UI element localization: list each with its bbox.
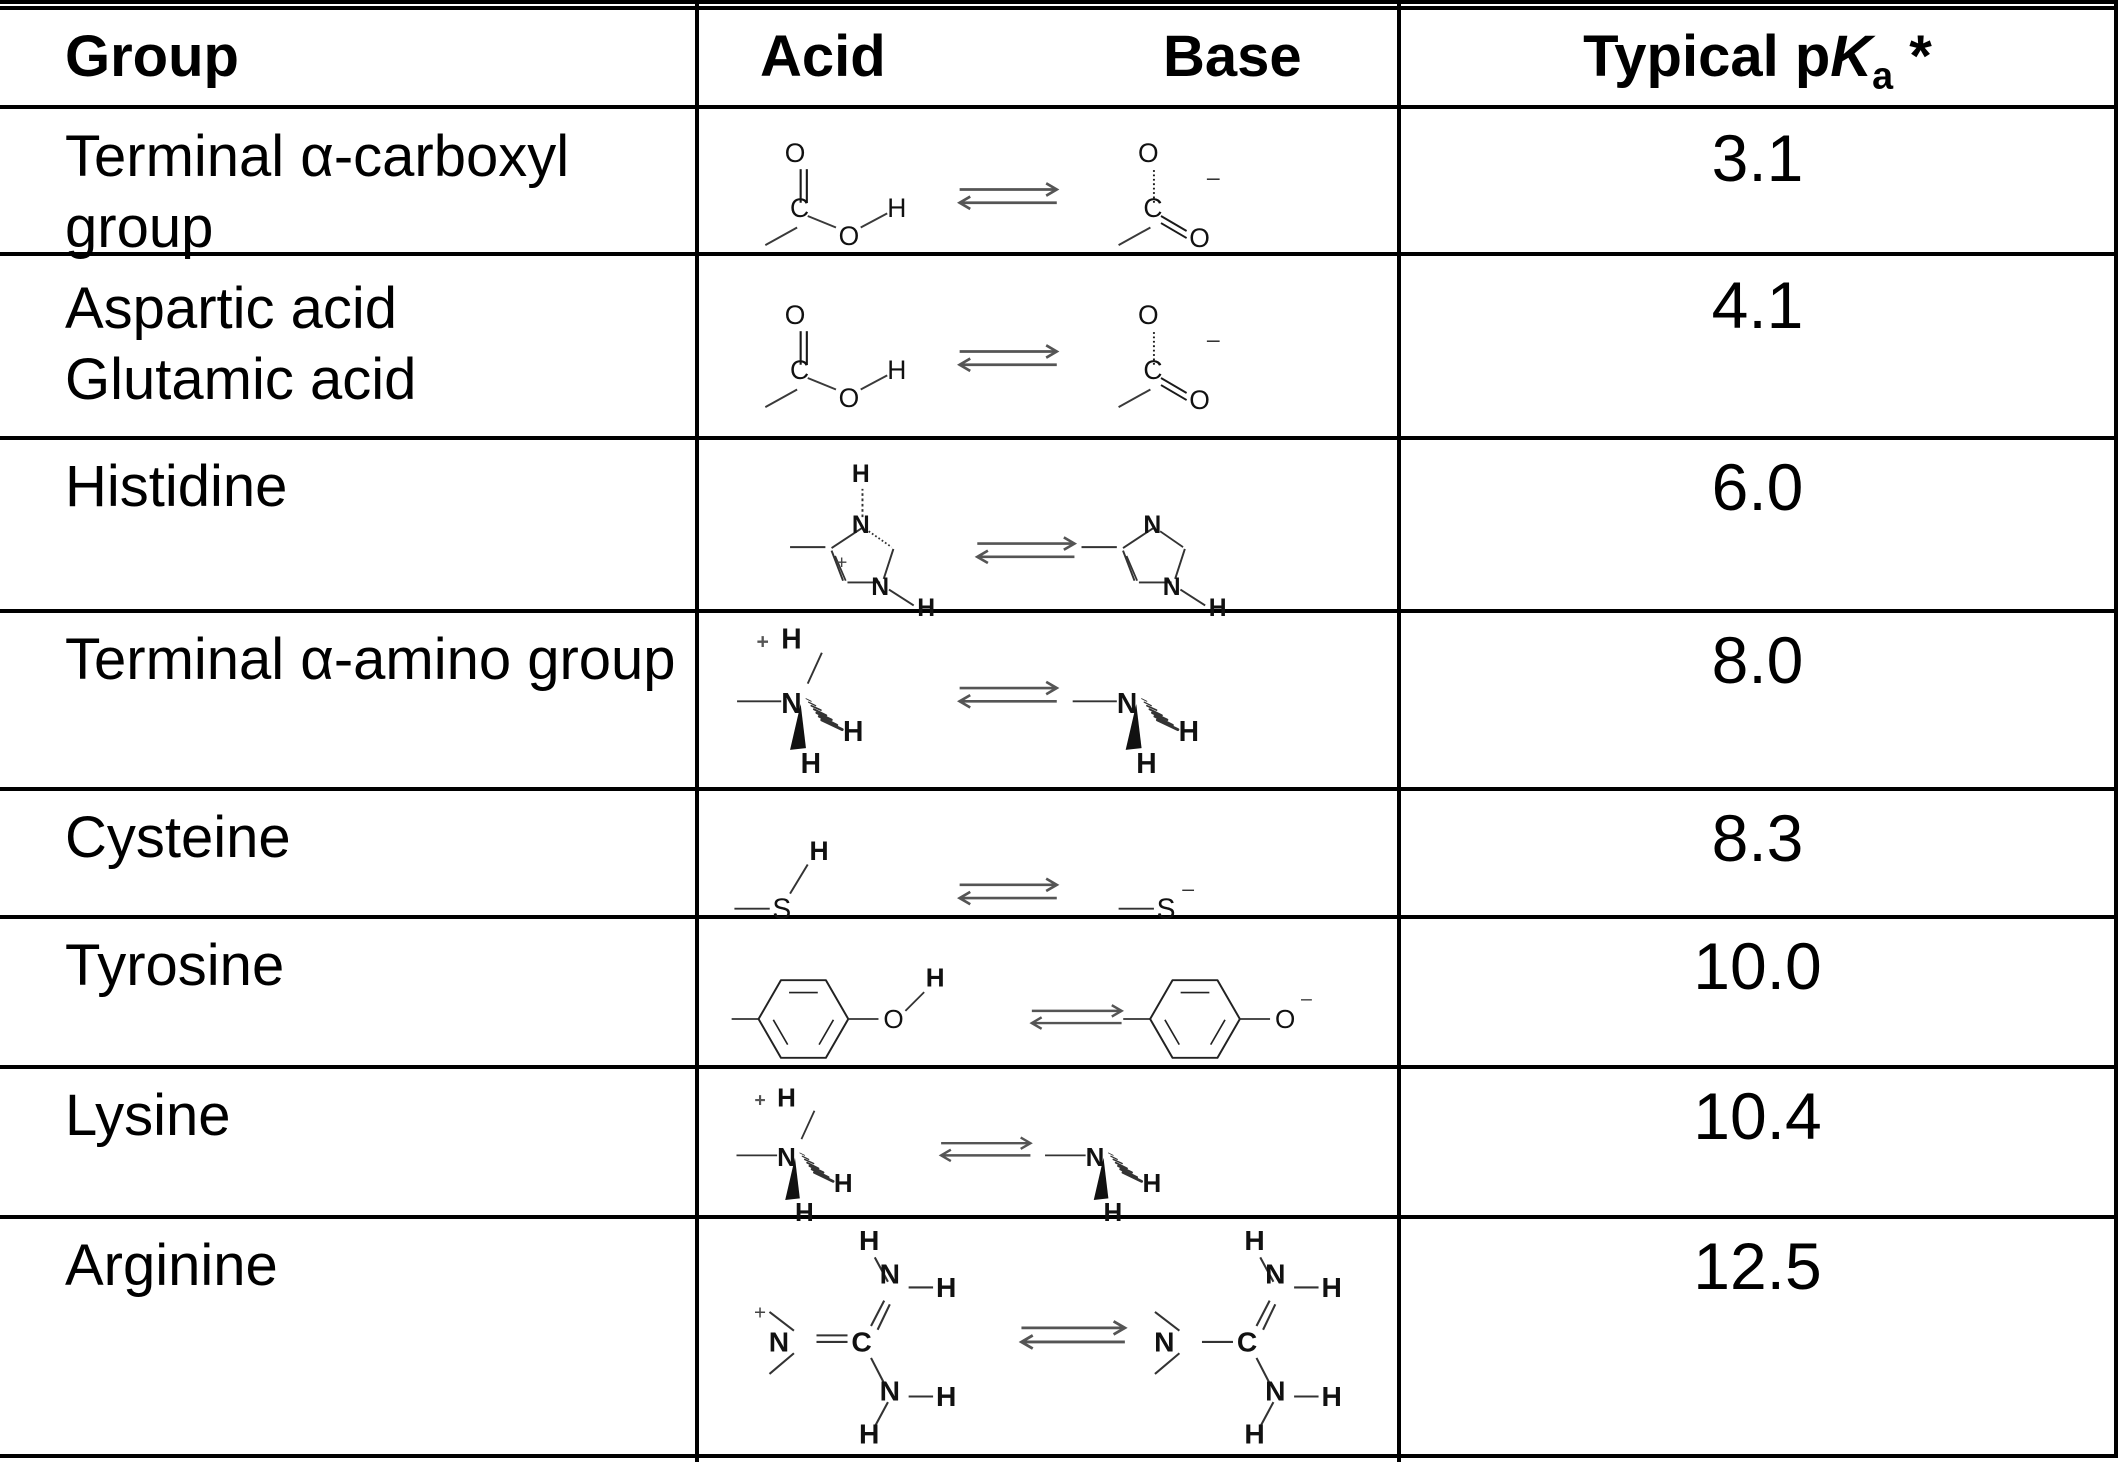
svg-text:S: S (1157, 892, 1176, 924)
svg-text:N: N (1143, 512, 1161, 539)
svg-text:H: H (1136, 747, 1156, 776)
svg-text:N: N (852, 512, 870, 539)
svg-text:N: N (1163, 574, 1181, 601)
svg-text:C: C (790, 193, 809, 223)
svg-text:N: N (781, 687, 801, 719)
svg-text:H: H (809, 836, 828, 866)
svg-text:C: C (1143, 355, 1162, 385)
svg-text:+: + (756, 630, 768, 653)
svg-text:H: H (1142, 1168, 1161, 1198)
svg-text:H: H (887, 193, 906, 223)
svg-text:O: O (839, 221, 860, 251)
svg-text:H: H (777, 1083, 796, 1113)
svg-text:H: H (781, 622, 801, 654)
svg-text:N: N (1086, 1142, 1105, 1172)
svg-text:H: H (887, 355, 906, 385)
svg-text:O: O (1189, 223, 1210, 253)
svg-text:–: – (1301, 988, 1312, 1010)
svg-text:H: H (801, 747, 821, 776)
svg-text:C: C (1143, 193, 1162, 223)
svg-text:–: – (1207, 164, 1220, 190)
svg-text:–: – (1207, 326, 1220, 352)
svg-text:O: O (785, 300, 806, 330)
svg-text:H: H (1104, 1197, 1123, 1224)
svg-text:N: N (777, 1142, 796, 1172)
svg-text:–: – (1182, 877, 1194, 900)
svg-text:O: O (1189, 385, 1210, 415)
svg-text:+: + (836, 551, 847, 573)
svg-text:+: + (754, 1090, 765, 1112)
svg-text:O: O (1138, 138, 1159, 168)
svg-text:N: N (1117, 687, 1137, 719)
svg-text:C: C (790, 355, 809, 385)
svg-text:+: + (754, 1301, 766, 1324)
svg-text:H: H (834, 1168, 853, 1198)
svg-text:O: O (1275, 1004, 1295, 1034)
svg-text:S: S (772, 892, 791, 924)
svg-text:O: O (883, 1004, 903, 1034)
svg-text:H: H (795, 1197, 814, 1224)
svg-text:H: H (1179, 715, 1199, 747)
svg-text:H: H (852, 461, 870, 488)
svg-text:H: H (843, 715, 863, 747)
svg-text:N: N (871, 574, 889, 601)
svg-text:O: O (1138, 300, 1159, 330)
svg-text:O: O (785, 138, 806, 168)
svg-text:H: H (926, 962, 945, 992)
svg-text:O: O (839, 383, 860, 413)
